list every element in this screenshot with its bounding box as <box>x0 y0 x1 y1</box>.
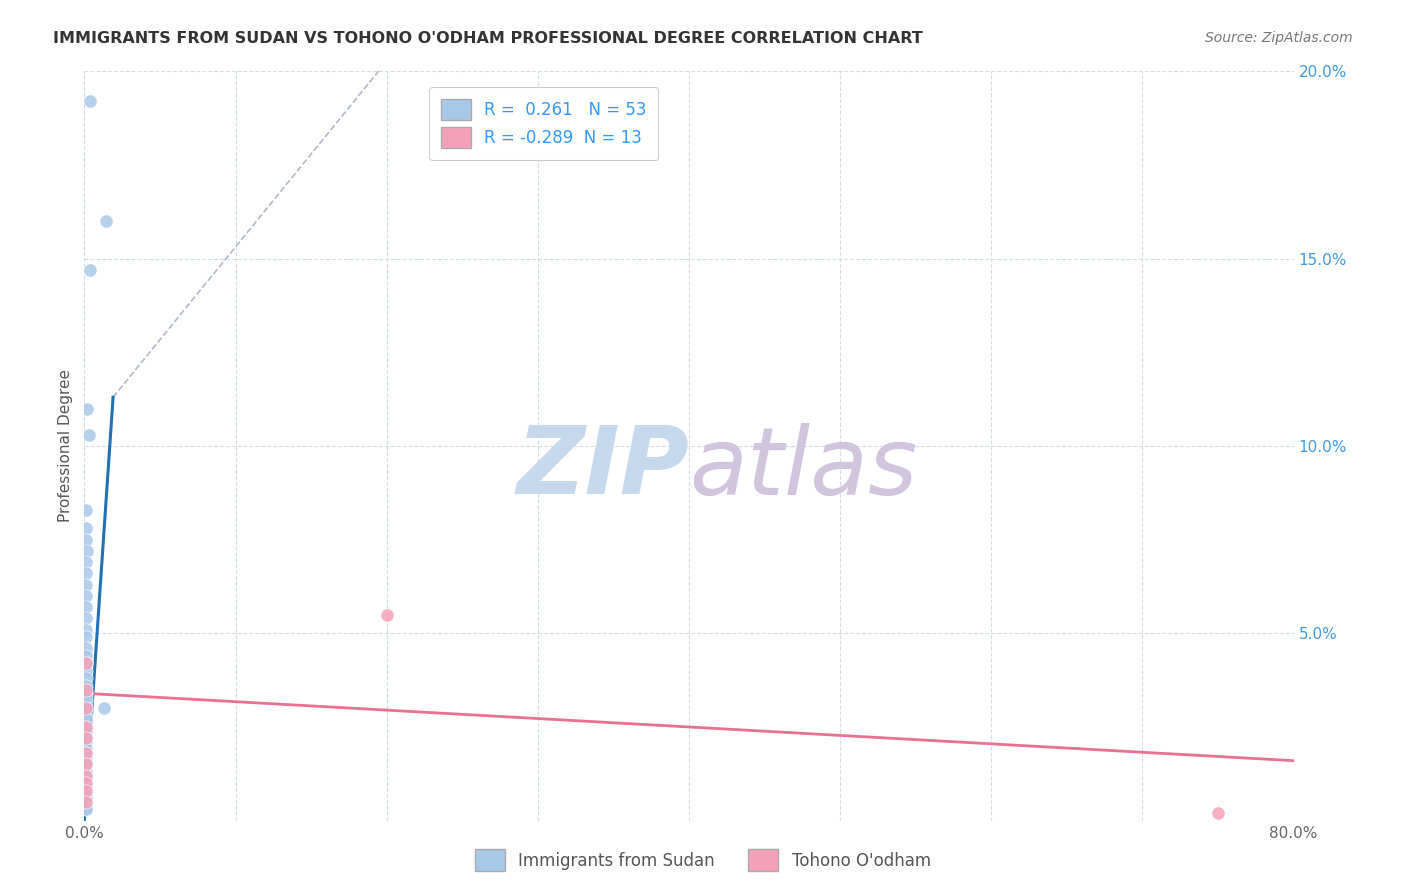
Text: IMMIGRANTS FROM SUDAN VS TOHONO O'ODHAM PROFESSIONAL DEGREE CORRELATION CHART: IMMIGRANTS FROM SUDAN VS TOHONO O'ODHAM … <box>53 31 924 46</box>
Point <box>75 776 97 790</box>
Point <box>75 798 97 813</box>
Point <box>75 657 97 671</box>
Point <box>75 566 97 581</box>
Point <box>75 795 97 809</box>
Point <box>75 783 97 797</box>
Legend: R =  0.261   N = 53, R = -0.289  N = 13: R = 0.261 N = 53, R = -0.289 N = 13 <box>429 87 658 160</box>
Point <box>75 769 97 783</box>
Point <box>75 708 97 723</box>
Legend: Immigrants from Sudan, Tohono O'odham: Immigrants from Sudan, Tohono O'odham <box>467 841 939 880</box>
Point <box>75 657 97 671</box>
Text: Source: ZipAtlas.com: Source: ZipAtlas.com <box>1205 31 1353 45</box>
Point <box>75 802 97 816</box>
Point <box>75 795 97 809</box>
Point <box>75 788 97 802</box>
Point <box>75 521 97 535</box>
Point <box>76 544 98 558</box>
Point <box>75 600 97 615</box>
Point <box>75 731 97 746</box>
Point <box>94 214 117 228</box>
Point <box>75 772 97 787</box>
Point <box>75 776 97 790</box>
Point <box>93 701 115 715</box>
Point <box>75 502 97 516</box>
Point <box>75 780 97 794</box>
Point <box>75 764 97 779</box>
Text: ZIP: ZIP <box>516 423 689 515</box>
Point <box>75 577 97 591</box>
Point <box>75 720 97 734</box>
Point <box>75 754 97 768</box>
Point <box>79 95 101 109</box>
Point <box>75 533 97 547</box>
Point <box>75 723 97 738</box>
Point <box>75 686 97 700</box>
Point <box>75 757 97 772</box>
Point <box>75 713 97 727</box>
Point <box>75 757 97 772</box>
Point <box>75 769 97 783</box>
Point <box>75 802 97 816</box>
Point <box>75 701 97 715</box>
Point <box>75 682 97 697</box>
Point <box>79 263 101 277</box>
Point <box>75 783 97 797</box>
Point <box>1206 806 1229 821</box>
Point <box>75 679 97 693</box>
Point <box>76 401 98 416</box>
Point <box>75 648 97 663</box>
Point <box>75 611 97 625</box>
Point <box>75 742 97 756</box>
Y-axis label: Professional Degree: Professional Degree <box>58 369 73 523</box>
Point <box>375 607 398 622</box>
Point <box>75 791 97 805</box>
Point <box>75 746 97 760</box>
Point <box>75 589 97 603</box>
Point <box>75 720 97 734</box>
Point <box>75 623 97 637</box>
Point <box>75 701 97 715</box>
Point <box>75 746 97 760</box>
Point <box>75 664 97 678</box>
Point <box>75 694 97 708</box>
Point <box>75 788 97 802</box>
Point <box>75 731 97 746</box>
Point <box>75 555 97 569</box>
Text: atlas: atlas <box>689 423 917 514</box>
Point <box>75 671 97 685</box>
Point <box>75 795 97 809</box>
Point <box>75 735 97 749</box>
Point <box>75 641 97 656</box>
Point <box>75 690 97 704</box>
Point <box>75 750 97 764</box>
Point <box>75 630 97 644</box>
Point <box>77 427 100 442</box>
